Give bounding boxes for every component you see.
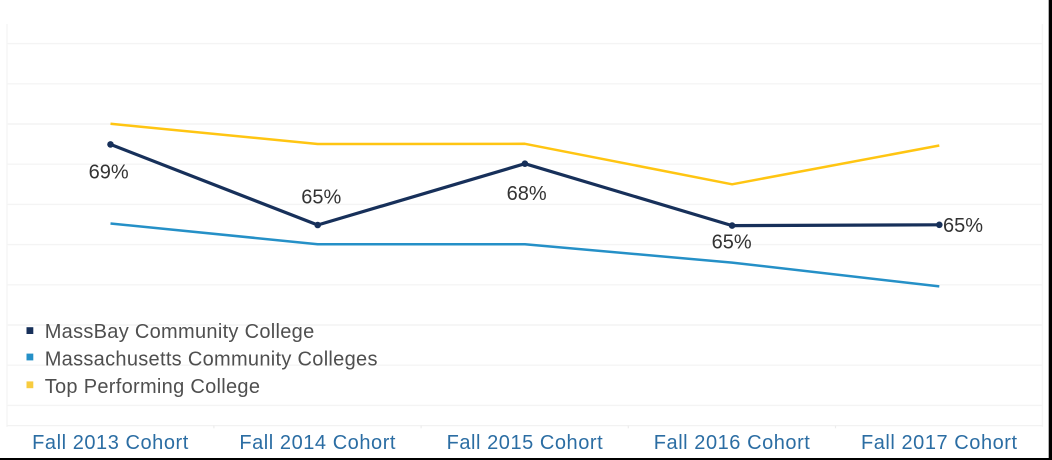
svg-text:68%: 68% [507, 183, 547, 205]
svg-text:Fall 2014 Cohort: Fall 2014 Cohort [239, 432, 396, 454]
svg-text:Fall 2013 Cohort: Fall 2013 Cohort [32, 432, 189, 454]
svg-text:Massachusetts Community Colleg: Massachusetts Community Colleges [45, 348, 378, 370]
svg-text:MassBay Community College: MassBay Community College [45, 321, 315, 343]
svg-text:65%: 65% [943, 215, 983, 237]
svg-text:Fall 2016 Cohort: Fall 2016 Cohort [654, 432, 811, 454]
svg-text:65%: 65% [301, 187, 341, 209]
svg-text:Fall 2015 Cohort: Fall 2015 Cohort [447, 432, 604, 454]
svg-text:Top Performing College: Top Performing College [45, 376, 261, 398]
svg-text:69%: 69% [89, 162, 129, 184]
svg-text:Fall 2017 Cohort: Fall 2017 Cohort [861, 432, 1018, 454]
svg-text:65%: 65% [712, 232, 752, 254]
